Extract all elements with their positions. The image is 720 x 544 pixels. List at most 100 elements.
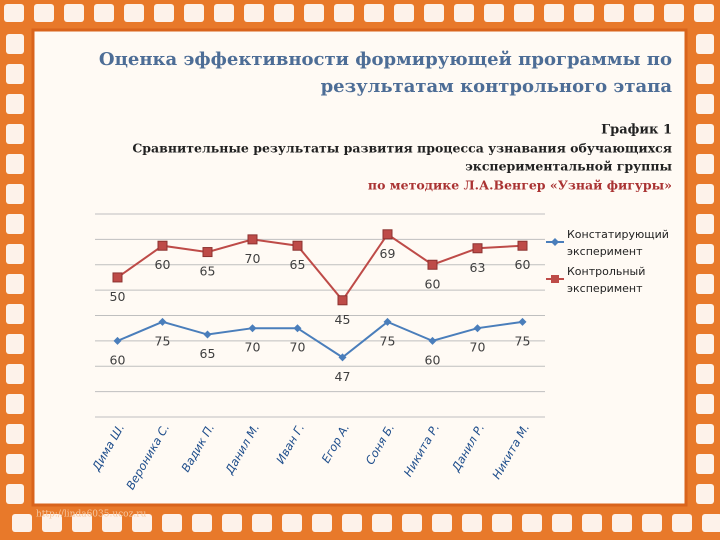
data-label: 60	[515, 257, 531, 272]
deco-square	[222, 514, 242, 532]
point	[383, 317, 392, 326]
watermark: http://linda6035.ucoz.ru	[36, 510, 146, 520]
legend-label: Контрольный эксперимент	[567, 265, 645, 295]
deco-square	[462, 514, 482, 532]
data-label: 70	[245, 251, 261, 266]
deco-square	[6, 34, 24, 54]
deco-square	[514, 4, 534, 22]
deco-square	[454, 4, 474, 22]
data-label: 60	[425, 276, 441, 291]
deco-square	[42, 514, 62, 532]
deco-square	[696, 394, 714, 414]
data-label: 70	[470, 340, 486, 355]
deco-square	[252, 514, 272, 532]
deco-square	[34, 4, 54, 22]
data-label: 63	[470, 260, 486, 275]
deco-square	[244, 4, 264, 22]
point	[292, 240, 303, 251]
deco-square	[162, 514, 182, 532]
chart-title: График 1	[601, 123, 672, 138]
deco-square	[72, 514, 92, 532]
deco-square	[694, 4, 714, 22]
deco-square	[6, 424, 24, 444]
deco-square	[522, 514, 542, 532]
deco-square	[6, 454, 24, 474]
point	[428, 336, 437, 345]
deco-square	[552, 514, 572, 532]
deco-square	[154, 4, 174, 22]
deco-square	[642, 514, 662, 532]
deco-square	[102, 514, 122, 532]
deco-square	[696, 364, 714, 384]
legend-label-line: эксперимент	[567, 282, 643, 295]
deco-square	[6, 64, 24, 84]
point	[158, 317, 167, 326]
deco-square	[6, 184, 24, 204]
deco-square	[94, 4, 114, 22]
deco-square	[696, 244, 714, 264]
deco-square	[282, 514, 302, 532]
panel	[31, 28, 688, 507]
point	[248, 324, 257, 333]
deco-square	[432, 514, 452, 532]
point	[337, 295, 348, 306]
data-label: 60	[425, 352, 441, 367]
point	[293, 324, 302, 333]
deco-square	[402, 514, 422, 532]
legend-label-line: Констатирующий	[567, 228, 669, 241]
deco-square	[696, 184, 714, 204]
deco-square	[544, 4, 564, 22]
legend-label-line: Контрольный	[567, 265, 645, 278]
deco-square	[696, 304, 714, 324]
deco-square	[6, 274, 24, 294]
deco-square	[6, 334, 24, 354]
point	[518, 317, 527, 326]
deco-square	[604, 4, 624, 22]
point	[382, 229, 393, 240]
deco-square	[4, 4, 24, 22]
data-label: 75	[380, 333, 396, 348]
deco-square	[696, 484, 714, 504]
deco-square	[342, 514, 362, 532]
deco-square	[574, 4, 594, 22]
legend-label-line: эксперимент	[567, 245, 643, 258]
legend-label: Констатирующий эксперимент	[567, 228, 669, 258]
point	[112, 272, 123, 283]
deco-square	[12, 514, 32, 532]
chart-subtitle: по методике Л.А.Венгер «Узнай фигуры»	[368, 178, 672, 193]
chart-subtitle: Сравнительные результаты развития процес…	[132, 141, 672, 156]
data-label: 65	[290, 257, 306, 272]
deco-square	[696, 274, 714, 294]
deco-square	[6, 214, 24, 234]
deco-square	[364, 4, 384, 22]
data-label: 60	[110, 352, 126, 367]
deco-square	[696, 424, 714, 444]
data-label: 69	[380, 246, 396, 261]
deco-square	[394, 4, 414, 22]
border-decoration	[4, 4, 720, 532]
deco-square	[124, 4, 144, 22]
deco-square	[6, 94, 24, 114]
deco-square	[6, 394, 24, 414]
data-label: 65	[200, 346, 216, 361]
deco-square	[304, 4, 324, 22]
chart-subtitle: экспериментальной группы	[465, 159, 672, 174]
point	[202, 247, 213, 258]
deco-square	[6, 124, 24, 144]
deco-square	[484, 4, 504, 22]
point	[157, 240, 168, 251]
deco-square	[214, 4, 234, 22]
data-label: 75	[515, 333, 531, 348]
deco-square	[612, 514, 632, 532]
deco-square	[672, 514, 692, 532]
deco-square	[6, 484, 24, 504]
data-label: 47	[335, 369, 351, 384]
point	[472, 243, 483, 254]
deco-square	[132, 514, 152, 532]
data-label: 45	[335, 312, 351, 327]
data-label: 60	[155, 257, 171, 272]
deco-square	[696, 124, 714, 144]
data-label: 65	[200, 264, 216, 279]
deco-square	[696, 334, 714, 354]
